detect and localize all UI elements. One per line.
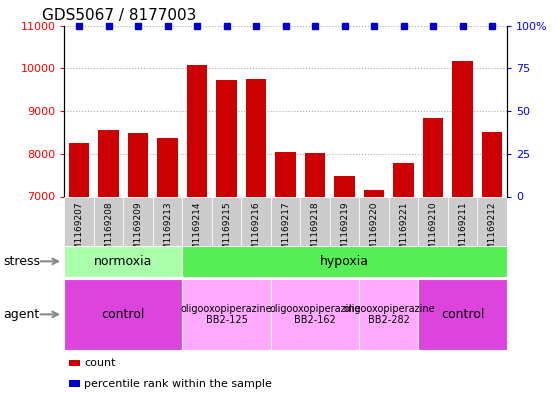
Bar xyxy=(94,197,123,277)
Bar xyxy=(241,197,271,277)
Bar xyxy=(128,133,148,393)
Bar xyxy=(334,176,355,393)
Bar xyxy=(364,190,384,393)
Bar xyxy=(452,61,473,393)
Text: GSM1169213: GSM1169213 xyxy=(163,201,172,262)
Bar xyxy=(187,65,207,393)
Text: GDS5067 / 8177003: GDS5067 / 8177003 xyxy=(43,8,197,23)
Bar xyxy=(276,152,296,393)
Text: count: count xyxy=(85,358,116,368)
Text: agent: agent xyxy=(3,308,39,321)
Text: GSM1169216: GSM1169216 xyxy=(251,201,260,262)
Bar xyxy=(418,197,448,277)
Bar xyxy=(153,197,183,277)
Bar xyxy=(157,138,178,393)
Bar xyxy=(330,197,360,277)
Text: normoxia: normoxia xyxy=(94,255,152,268)
Text: GSM1169214: GSM1169214 xyxy=(193,201,202,262)
Bar xyxy=(305,153,325,393)
Text: GSM1169209: GSM1169209 xyxy=(134,201,143,262)
Text: GSM1169219: GSM1169219 xyxy=(340,201,349,262)
Bar xyxy=(393,163,414,393)
Bar xyxy=(360,197,389,277)
Bar xyxy=(69,143,90,393)
Bar xyxy=(183,246,507,277)
Bar xyxy=(99,130,119,393)
Text: GSM1169208: GSM1169208 xyxy=(104,201,113,262)
Text: percentile rank within the sample: percentile rank within the sample xyxy=(85,378,272,389)
Text: GSM1169217: GSM1169217 xyxy=(281,201,290,262)
Bar xyxy=(360,279,418,350)
Text: GSM1169210: GSM1169210 xyxy=(428,201,437,262)
Text: GSM1169218: GSM1169218 xyxy=(311,201,320,262)
Bar xyxy=(448,197,477,277)
Bar xyxy=(64,279,183,350)
Text: oligooxopiperazine
BB2-282: oligooxopiperazine BB2-282 xyxy=(343,304,435,325)
Text: GSM1169207: GSM1169207 xyxy=(74,201,83,262)
Bar xyxy=(300,197,330,277)
Bar xyxy=(183,279,271,350)
Text: GSM1169221: GSM1169221 xyxy=(399,201,408,262)
Bar xyxy=(69,380,80,387)
Bar xyxy=(69,360,80,366)
Text: GSM1169212: GSM1169212 xyxy=(488,201,497,262)
Text: control: control xyxy=(102,308,145,321)
Text: control: control xyxy=(441,308,484,321)
Bar xyxy=(271,197,300,277)
Bar xyxy=(271,279,360,350)
Bar xyxy=(418,279,507,350)
Bar xyxy=(246,79,267,393)
Text: GSM1169211: GSM1169211 xyxy=(458,201,467,262)
Bar xyxy=(482,132,502,393)
Bar xyxy=(212,197,241,277)
Bar xyxy=(423,118,444,393)
Text: oligooxopiperazine
BB2-162: oligooxopiperazine BB2-162 xyxy=(269,304,361,325)
Bar xyxy=(123,197,153,277)
Bar xyxy=(389,197,418,277)
Bar xyxy=(216,80,237,393)
Bar xyxy=(64,197,94,277)
Text: GSM1169215: GSM1169215 xyxy=(222,201,231,262)
Text: GSM1169220: GSM1169220 xyxy=(370,201,379,262)
Text: oligooxopiperazine
BB2-125: oligooxopiperazine BB2-125 xyxy=(181,304,272,325)
Bar xyxy=(64,246,183,277)
Bar xyxy=(183,197,212,277)
Bar xyxy=(477,197,507,277)
Text: stress: stress xyxy=(3,255,40,268)
Text: hypoxia: hypoxia xyxy=(320,255,369,268)
